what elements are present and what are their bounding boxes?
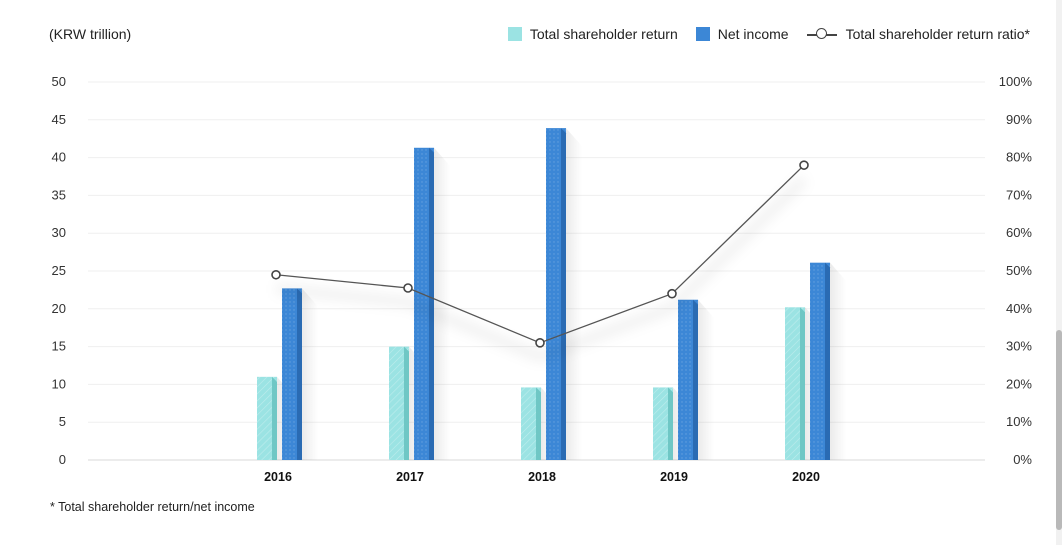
total-shareholder-return-bar-side — [272, 376, 277, 460]
y-right-tick-label: 20% — [1006, 376, 1032, 391]
net-income-bar-shadow — [434, 147, 450, 460]
x-tick-label: 2018 — [528, 470, 556, 484]
legend-item-net-income: Net income — [695, 26, 789, 42]
y-left-tick-label: 10 — [52, 376, 66, 391]
y-right-tick-label: 100% — [999, 74, 1033, 89]
y-right-tick-label: 70% — [1006, 187, 1032, 202]
net-income-bar-side — [693, 299, 698, 460]
y-right-tick-label: 60% — [1006, 225, 1032, 240]
net-income-bar-shadow — [830, 262, 846, 460]
y-right-tick-label: 80% — [1006, 150, 1032, 165]
net-income-bar-side — [297, 288, 302, 460]
y-left-tick-label: 45 — [52, 112, 66, 127]
y-left-tick-label: 25 — [52, 263, 66, 278]
legend-swatch-total-shareholder-return — [507, 27, 522, 41]
x-tick-label: 2017 — [396, 470, 424, 484]
net-income-bar-shadow — [302, 288, 318, 460]
legend-item-return-ratio: Total shareholder return ratio* — [806, 26, 1030, 42]
ratio-point — [799, 160, 809, 170]
x-tick-label: 2016 — [264, 470, 292, 484]
y-left-tick-label: 15 — [52, 339, 66, 354]
y-left-tick-label: 35 — [52, 187, 66, 202]
legend: Total shareholder return Net income Tota… — [490, 26, 1030, 42]
net-income-bar-shadow — [698, 299, 714, 460]
y-left-tick-label: 0 — [59, 452, 66, 467]
y-right-tick-label: 40% — [1006, 301, 1032, 316]
net-income-bar-shadow — [566, 128, 582, 460]
legend-item-total-shareholder-return: Total shareholder return — [507, 26, 678, 42]
y-right-tick-label: 0% — [1013, 452, 1032, 467]
x-tick-label: 2020 — [792, 470, 820, 484]
total-shareholder-return-bar-side — [404, 346, 409, 460]
x-tick-label: 2019 — [660, 470, 688, 484]
footnote: * Total shareholder return/net income — [50, 500, 255, 514]
y-left-tick-label: 5 — [59, 414, 66, 429]
y-left-tick-label: 40 — [52, 150, 66, 165]
ratio-point — [667, 288, 677, 299]
legend-label-net-income: Net income — [717, 26, 789, 42]
y-right-tick-label: 10% — [1006, 414, 1032, 429]
scrollbar-thumb[interactable] — [1056, 330, 1062, 530]
line-marker-icon — [806, 27, 837, 41]
ratio-line-shadow — [275, 175, 808, 363]
y-left-tick-label: 30 — [52, 225, 66, 240]
y-left-tick-label: 50 — [52, 74, 66, 89]
unit-label: (KRW trillion) — [49, 26, 132, 42]
y-right-tick-label: 30% — [1006, 339, 1032, 354]
total-shareholder-return-bar-side — [668, 387, 673, 460]
y-left-tick-label: 20 — [52, 301, 66, 316]
ratio-point — [535, 338, 545, 348]
net-income-bar-side — [429, 147, 434, 460]
y-right-tick-label: 50% — [1006, 263, 1032, 278]
ratio-point — [271, 269, 281, 280]
scrollbar[interactable] — [1056, 0, 1062, 545]
net-income-bar-side — [825, 262, 830, 460]
ratio-point — [403, 283, 413, 293]
total-shareholder-return-bar-side — [536, 387, 541, 460]
net-income-bar-side — [561, 128, 566, 460]
y-right-tick-label: 90% — [1006, 112, 1032, 127]
legend-label-return-ratio: Total shareholder return ratio* — [845, 26, 1030, 42]
legend-swatch-net-income — [695, 27, 710, 41]
total-shareholder-return-bar-side — [800, 307, 805, 460]
legend-label-total-shareholder-return: Total shareholder return — [529, 26, 678, 42]
